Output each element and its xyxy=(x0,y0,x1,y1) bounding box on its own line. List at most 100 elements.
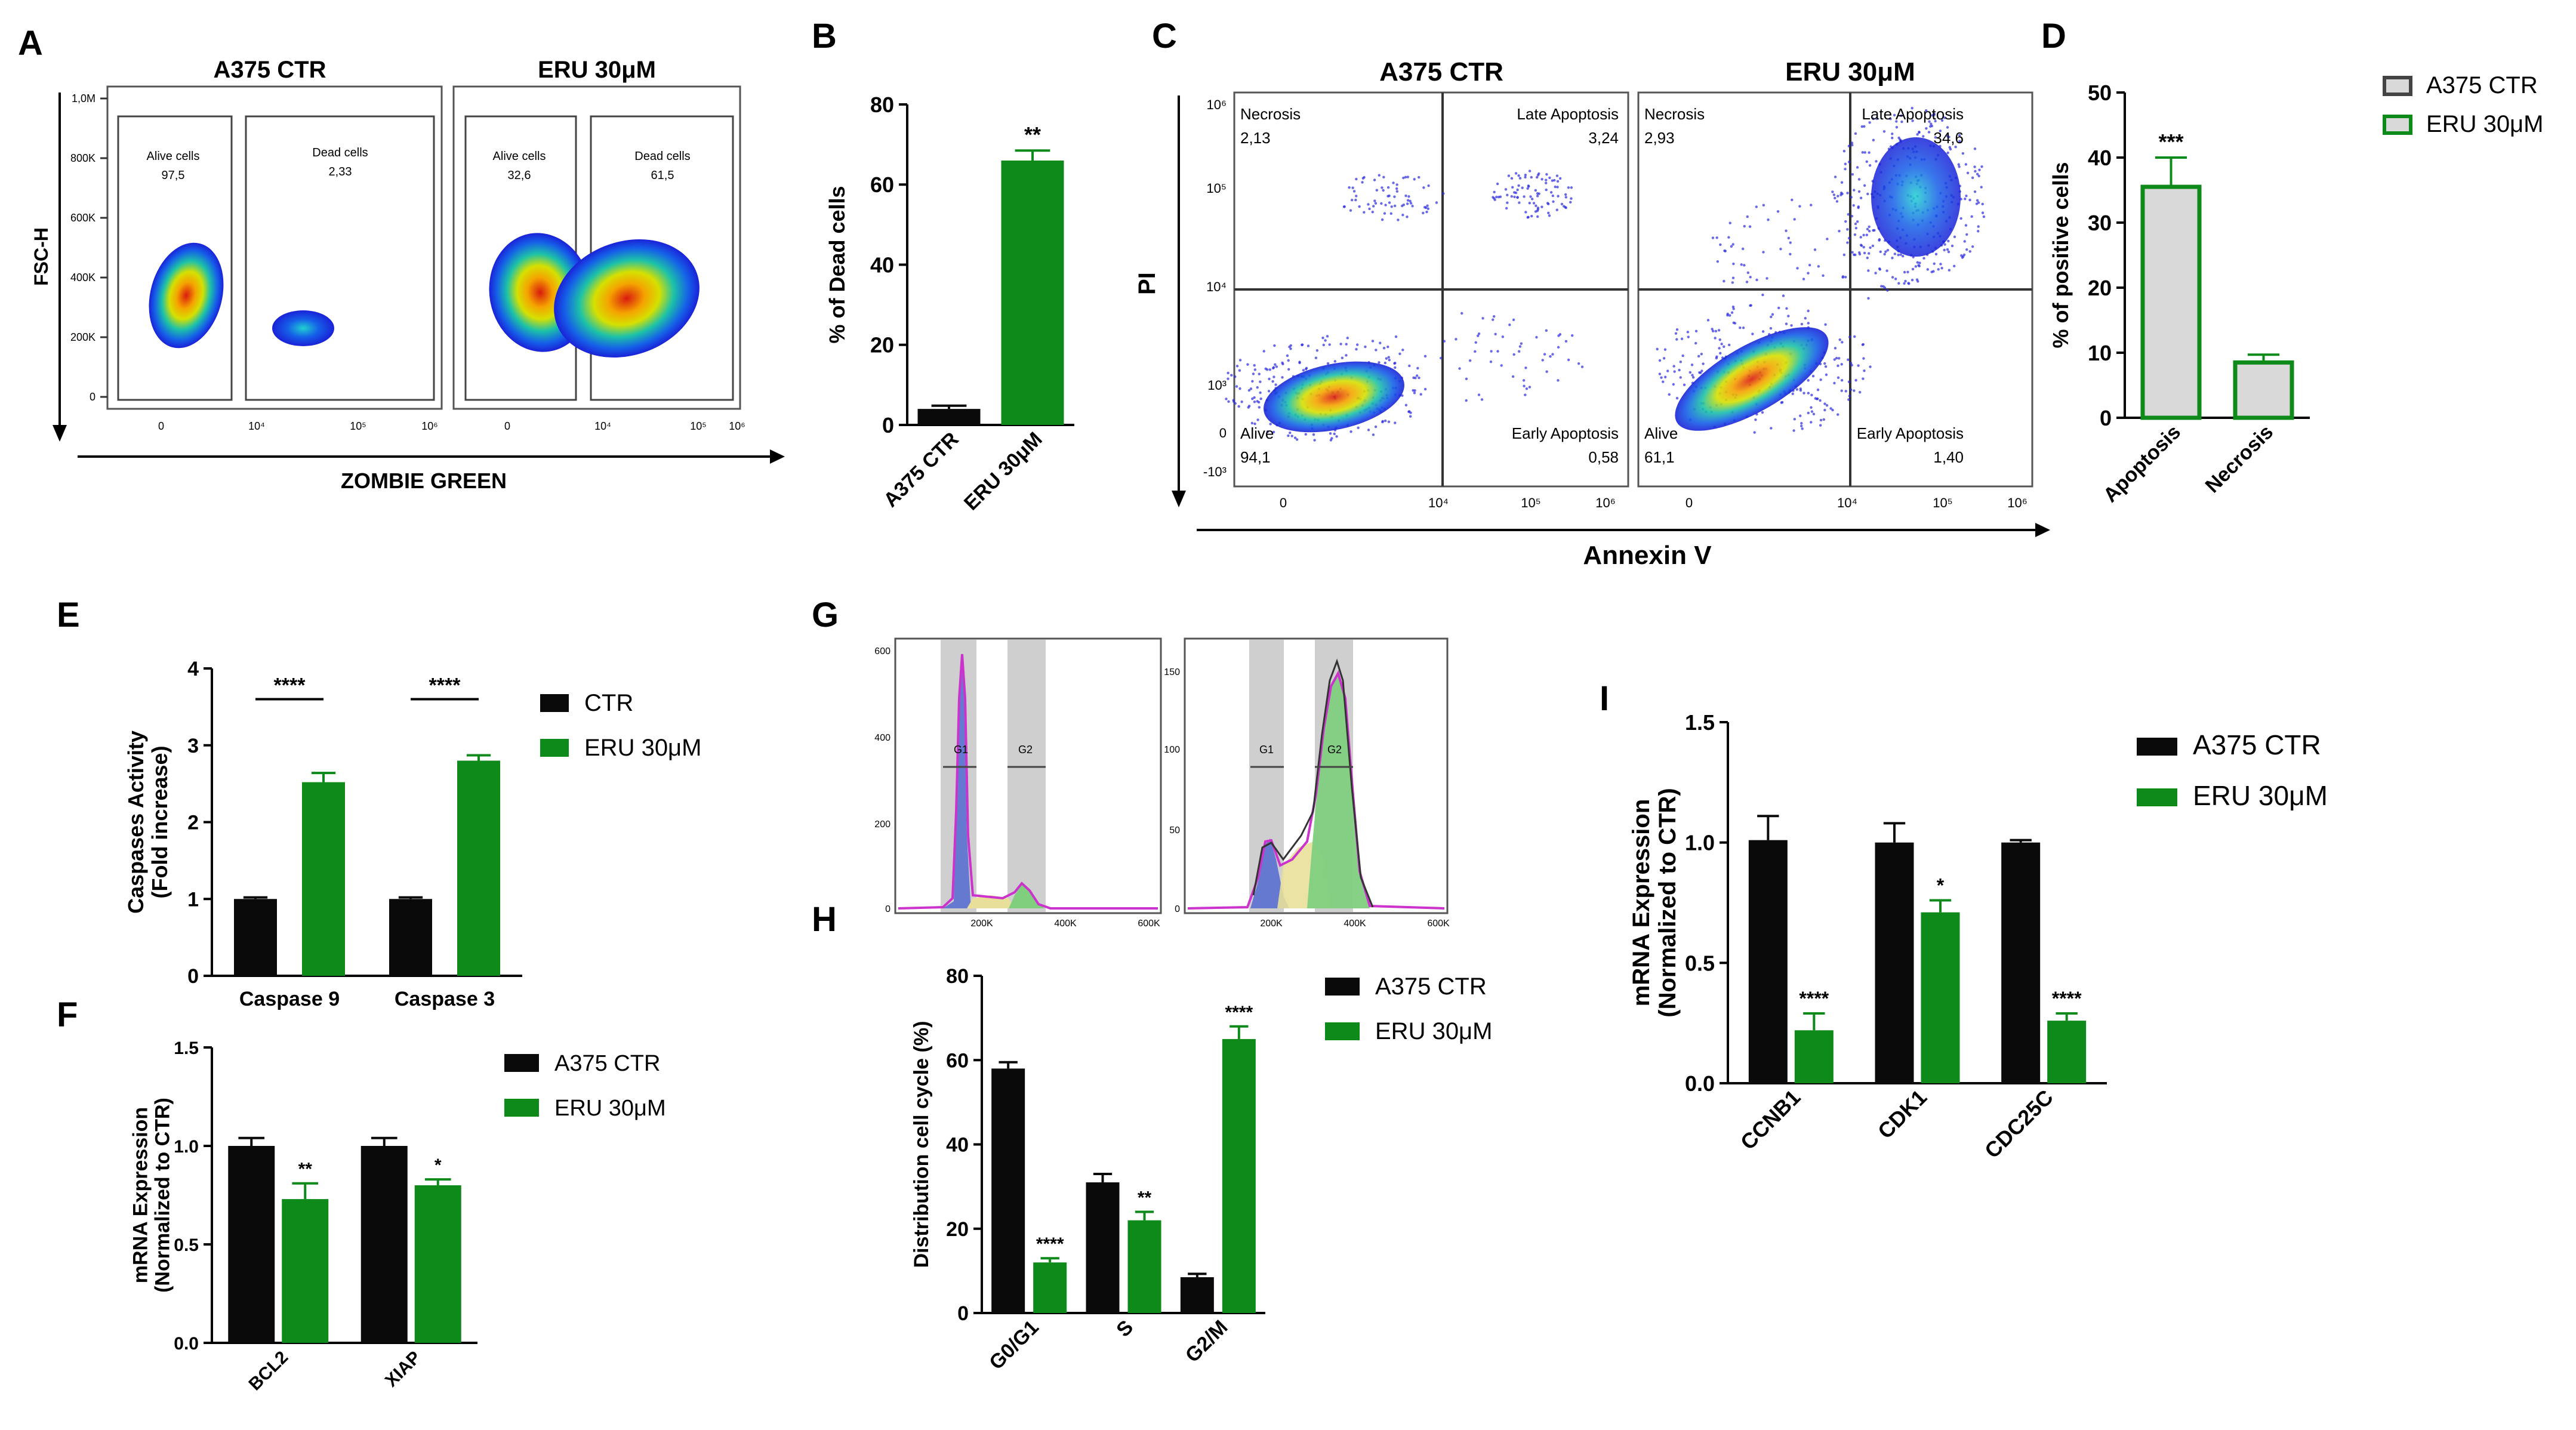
panel-e-bar-caspase-9-ctr xyxy=(234,899,277,976)
panel-c-event-dot xyxy=(1731,305,1735,309)
panel-c-event-dot xyxy=(1824,365,1828,368)
panel-c-event-dot xyxy=(1796,267,1799,270)
panel-c-event-dot xyxy=(1546,202,1549,205)
panel-c-event-dot xyxy=(1854,253,1857,257)
panel-d-ylabel: % of positive cells xyxy=(2048,162,2073,348)
panel-h-legend-swatch xyxy=(1325,1022,1360,1040)
panel-c-event-dot xyxy=(1819,378,1822,381)
panel-c-event-dot xyxy=(1536,215,1539,218)
panel-a-ytick-label: 600K xyxy=(70,212,95,224)
panel-c-event-dot xyxy=(1893,113,1896,117)
panel-c-xtick-label: 0 xyxy=(1280,495,1287,510)
panel-g-xtick-label: 400K xyxy=(1054,919,1077,929)
panel-i-category-label: CDK1 xyxy=(1873,1085,1931,1144)
panel-c-event-dot xyxy=(1673,370,1676,373)
panel-c-event-dot xyxy=(1404,175,1407,179)
panel-c-event-dot xyxy=(1253,363,1256,367)
panel-c-event-dot xyxy=(1256,418,1259,421)
panel-c-event-dot xyxy=(1251,380,1254,383)
panel-c-event-dot xyxy=(1930,122,1933,125)
panel-c-event-dot xyxy=(1835,356,1838,360)
panel-c-event-dot xyxy=(1257,400,1261,404)
panel-c-event-dot xyxy=(1857,178,1861,181)
panel-c-event-dot xyxy=(1742,326,1745,329)
panel-c-event-dot xyxy=(1922,135,1925,138)
panel-i-legend-label: A375 CTR xyxy=(2193,729,2321,760)
panel-c-event-dot xyxy=(1517,350,1521,353)
panel-c-event-dot xyxy=(1465,399,1468,402)
panel-a-gate-dead-ctr xyxy=(245,115,435,401)
panel-c-event-dot xyxy=(1287,434,1290,437)
panel-b-ylabel: % of Dead cells xyxy=(825,186,849,343)
panel-a-xlabel: ZOMBIE GREEN xyxy=(341,469,507,493)
panel-c-event-dot xyxy=(1810,393,1813,397)
panel-c-event-dot xyxy=(1771,313,1774,316)
panel-c-event-dot xyxy=(1711,329,1715,333)
panel-c-event-dot xyxy=(1947,239,1950,243)
panel-c-event-dot xyxy=(1894,278,1897,281)
panel-c-event-dot xyxy=(1789,252,1792,255)
panel-c-event-dot xyxy=(1267,390,1271,393)
panel-c-event-dot xyxy=(1494,332,1497,336)
panel-e-ytick-label: 4 xyxy=(187,658,199,680)
panel-g-raw-trace-eru xyxy=(1252,658,1374,908)
panel-c-event-dot xyxy=(1720,343,1723,346)
panel-c-event-dot xyxy=(1958,134,1961,137)
panel-c-event-dot xyxy=(1841,341,1844,344)
panel-c-event-dot xyxy=(1740,263,1743,266)
panel-c-event-dot xyxy=(1749,304,1752,307)
panel-h-bar-g0-g1-ctr xyxy=(991,1068,1025,1313)
panel-c-event-dot xyxy=(1675,397,1679,400)
panel-g-xtick-label: 200K xyxy=(970,919,993,929)
panel-a-xtick-label: 10⁶ xyxy=(421,420,437,432)
panel-c-event-dot xyxy=(1314,356,1318,359)
panel-c-event-dot xyxy=(1304,433,1307,436)
panel-e-bar-caspase-3-eru xyxy=(457,760,500,976)
panel-a-xtick-label: 10⁴ xyxy=(248,420,265,432)
panel-c-event-dot xyxy=(1426,207,1430,210)
panel-f-bar-xiap-ctr xyxy=(360,1146,408,1343)
panel-c-event-dot xyxy=(1512,353,1515,356)
panel-c-event-dot xyxy=(1808,263,1811,267)
panel-h-bar-g0-g1-eru xyxy=(1033,1262,1067,1313)
panel-c-event-dot xyxy=(1378,361,1381,364)
panel-c-event-dot xyxy=(1393,204,1397,208)
panel-c-event-dot xyxy=(1385,357,1388,360)
panel-c-event-dot xyxy=(1862,343,1865,346)
panel-c-event-dot xyxy=(1851,251,1854,254)
panel-h-bar-g2-m-ctr xyxy=(1180,1277,1214,1313)
panel-c-event-dot xyxy=(1762,251,1765,254)
panel-c-event-dot xyxy=(1868,164,1872,167)
panel-c-event-dot xyxy=(1227,377,1230,380)
panel-i-legend-label: ERU 30μM xyxy=(2193,780,2328,811)
panel-c-event-dot xyxy=(1259,380,1262,383)
panel-c-event-dot xyxy=(1914,265,1918,268)
panel-e-ytick-label: 2 xyxy=(187,812,199,834)
panel-c-event-dot xyxy=(1962,255,1965,258)
panel-c-event-dot xyxy=(1386,345,1389,349)
panel-c-event-dot xyxy=(1742,247,1745,251)
panel-i-ytick-label: 1.5 xyxy=(1685,710,1715,735)
panel-c-event-dot xyxy=(1823,362,1826,365)
panel-c-event-dot xyxy=(1906,270,1909,274)
panel-c-event-dot xyxy=(1850,214,1854,218)
panel-c-xtick-label: 10⁵ xyxy=(1521,495,1541,510)
panel-c-event-dot xyxy=(1238,387,1241,390)
panel-c-event-dot xyxy=(1507,174,1511,177)
panel-c-ctr-late-value: 3,24 xyxy=(1588,129,1619,147)
panel-c-event-dot xyxy=(1371,211,1374,214)
panel-c-event-dot xyxy=(1886,249,1890,252)
panel-c-event-dot xyxy=(1524,175,1527,179)
panel-c-event-dot xyxy=(1793,218,1796,221)
panel-c-event-dot xyxy=(1749,276,1752,279)
panel-c-event-dot xyxy=(1678,368,1681,372)
panel-c-event-dot xyxy=(1527,185,1530,188)
panel-a-y-arrowhead xyxy=(53,425,67,442)
panel-c-ctr-late-label: Late Apoptosis xyxy=(1517,105,1619,123)
panel-c-event-dot xyxy=(1234,402,1237,405)
panel-c-event-dot xyxy=(1517,174,1520,177)
panel-c-event-dot xyxy=(1545,188,1548,192)
panel-c-event-dot xyxy=(1342,205,1346,208)
panel-c-event-dot xyxy=(1970,215,1973,218)
